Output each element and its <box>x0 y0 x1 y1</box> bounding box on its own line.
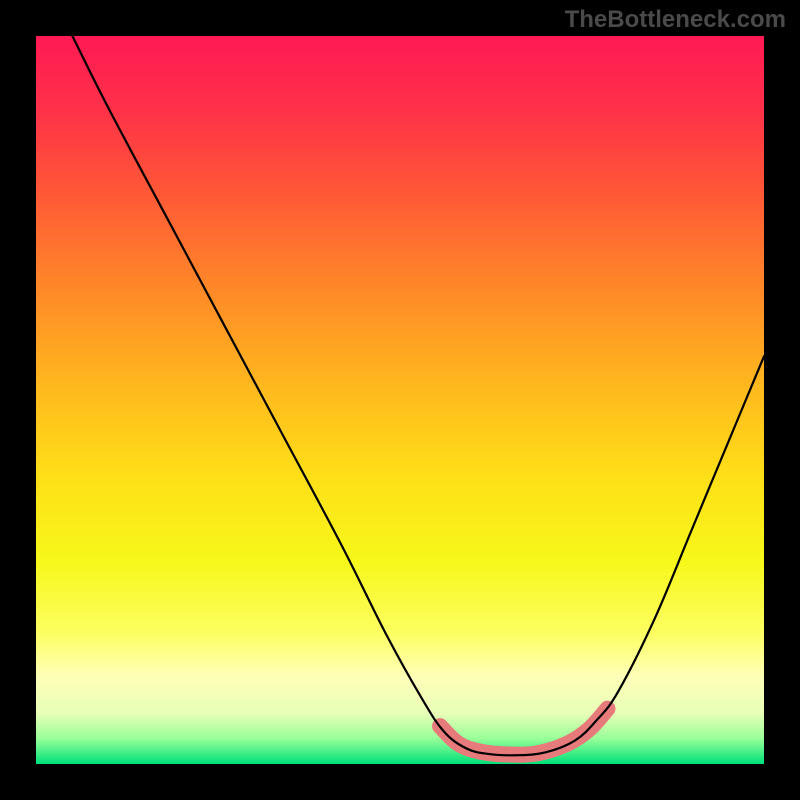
bottleneck-curve <box>72 36 764 755</box>
watermark-text: TheBottleneck.com <box>565 6 786 34</box>
chart-stage: TheBottleneck.com <box>0 0 800 800</box>
chart-overlay <box>0 0 800 800</box>
